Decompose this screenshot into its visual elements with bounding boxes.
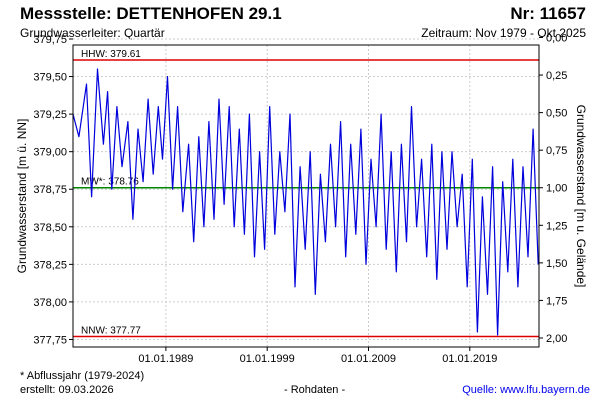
y-tick-label: 379,50 <box>33 72 67 84</box>
y-axis-label: Grundwasserstand [m ü. NN] <box>15 119 29 274</box>
y-tick-label: 378,75 <box>33 184 67 196</box>
x-tick-label: 01.01.1999 <box>240 353 295 365</box>
y2-tick-label: 0,00 <box>546 32 567 44</box>
y-axis-right: 0,00 0,25 0,50 0,75 1,00 1,25 1,50 1,75 2,00 <box>539 32 567 345</box>
reference-line-label: NNW: 377.77 <box>81 325 141 336</box>
footnote: * Abflussjahr (1979-2024) <box>20 370 145 382</box>
aquifer-label: Grundwasserleiter: Quartär <box>20 26 165 40</box>
y-tick-label: 378,25 <box>33 259 67 271</box>
y-tick-label: 379,25 <box>33 109 67 121</box>
y2-tick-label: 2,00 <box>546 333 567 345</box>
y2-axis-label: Grundwasserstand [m u. Gelände] <box>574 105 588 288</box>
raw-data-note: - Rohdaten - <box>284 384 346 396</box>
reference-line-label: MW*: 378.76 <box>81 177 139 188</box>
series-layer <box>72 68 539 336</box>
y2-tick-label: 0,25 <box>546 70 567 82</box>
y-tick-label: 378,50 <box>33 222 67 234</box>
grid-layer <box>73 38 539 347</box>
plot-frame <box>72 44 540 348</box>
reference-line-label: HHW: 379.61 <box>81 49 141 60</box>
station-number: Nr: 11657 <box>510 4 586 23</box>
y2-tick-label: 1,00 <box>546 183 567 195</box>
y2-tick-label: 0,75 <box>546 145 567 157</box>
x-tick-label: 01.01.2019 <box>442 353 497 365</box>
y-tick-label: 379,75 <box>33 34 67 46</box>
series-line-0 <box>72 68 539 336</box>
y-axis-left: 377,75 378,00 378,25 378,50 378,75 379,00 379,… <box>33 34 73 346</box>
y-tick-label: 379,00 <box>33 147 67 159</box>
y-tick-label: 378,00 <box>33 297 67 309</box>
x-tick-label: 01.01.1989 <box>138 353 193 365</box>
station-title: Messstelle: DETTENHOFEN 29.1 <box>20 4 282 23</box>
y2-tick-label: 1,50 <box>546 258 567 270</box>
x-axis: 01.01.1989 01.01.1999 01.01.2009 01.01.2019 <box>138 347 497 365</box>
y-tick-label: 377,75 <box>33 334 67 346</box>
created-date: erstellt: 09.03.2026 <box>20 384 114 396</box>
y2-tick-label: 0,50 <box>546 108 567 120</box>
source-link[interactable]: Quelle: www.lfu.bayern.de <box>462 384 590 396</box>
period-label: Zeitraum: Nov 1979 - Okt 2025 <box>421 26 586 40</box>
y2-tick-label: 1,75 <box>546 295 567 307</box>
y2-tick-label: 1,25 <box>546 220 567 232</box>
x-tick-label: 01.01.2009 <box>341 353 396 365</box>
reference-lines: HHW: 379.61 MW*: 378.76 NNW: 377.77 <box>73 49 539 338</box>
